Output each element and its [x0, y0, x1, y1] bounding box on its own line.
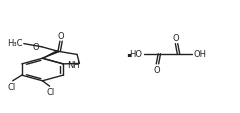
- Text: O: O: [58, 32, 64, 40]
- Text: Cl: Cl: [46, 88, 55, 97]
- Text: Cl: Cl: [8, 82, 16, 91]
- Text: O: O: [153, 66, 160, 75]
- Text: O: O: [33, 42, 39, 51]
- Text: O: O: [173, 34, 179, 43]
- Text: OH: OH: [193, 50, 206, 59]
- Text: ·: ·: [125, 48, 132, 65]
- Text: H₃C: H₃C: [7, 39, 22, 48]
- Polygon shape: [42, 51, 59, 59]
- Text: NH: NH: [67, 61, 80, 70]
- Text: HO: HO: [129, 50, 142, 59]
